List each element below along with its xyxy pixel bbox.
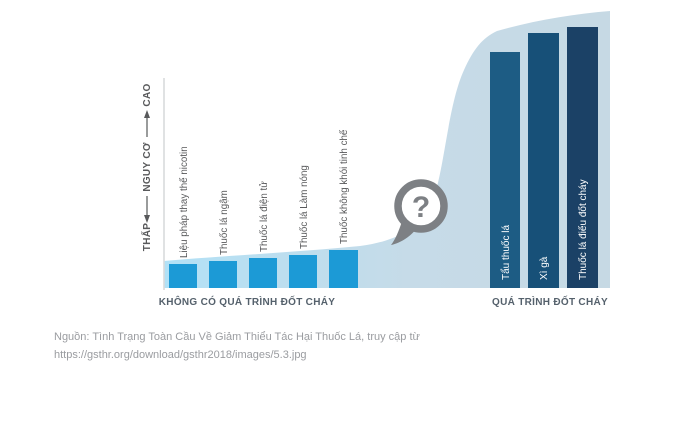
bar-ecigarette <box>249 258 277 288</box>
source-line-1: Nguồn: Tình Trạng Toàn Cầu Về Giảm Thiểu… <box>54 331 421 343</box>
y-axis-label: CAO NGUY CƠ THẤP <box>140 83 153 251</box>
bar-label: Thuốc lá điện tử <box>259 181 270 252</box>
bar-label: Thuốc lá điếu đốt cháy <box>577 179 589 280</box>
combustion-bars: Tẩu thuốc lá Xì gà Thuốc lá điếu đốt chá… <box>490 27 598 288</box>
caption-no-combustion: KHÔNG CÓ QUÁ TRÌNH ĐỐT CHÁY <box>159 294 335 308</box>
arrow-up-icon <box>144 110 150 137</box>
bar-nicotine-replacement <box>169 264 197 288</box>
non-combustion-bars: Liệu pháp thay thế nicotin Thuốc lá ngậm… <box>169 129 358 288</box>
source-line-2: https://gsthr.org/download/gsthr2018/ima… <box>54 349 307 361</box>
bar-label: Thuốc không khói tinh chế <box>339 129 350 244</box>
arrow-down-icon <box>144 196 150 223</box>
bar-heated-tobacco <box>289 255 317 288</box>
bar-pipe <box>490 52 520 288</box>
bar-refined-smokeless <box>329 250 358 288</box>
bar-label: Tẩu thuốc lá <box>500 225 512 280</box>
bar-snus <box>209 261 237 288</box>
y-axis-low-label: THẤP <box>140 223 153 251</box>
y-axis-high-label: CAO <box>142 83 153 106</box>
question-bubble-icon: ? <box>391 179 448 245</box>
caption-combustion: QUÁ TRÌNH ĐỐT CHÁY <box>492 294 608 308</box>
bar-label: Xì gà <box>539 256 550 280</box>
question-mark-glyph: ? <box>412 191 430 224</box>
bar-cigarette <box>567 27 598 288</box>
bar-cigar <box>528 33 559 288</box>
bar-label: Liệu pháp thay thế nicotin <box>179 146 190 258</box>
y-axis-title: NGUY CƠ <box>142 142 153 192</box>
bar-label: Thuốc lá ngậm <box>219 190 230 255</box>
bar-label: Thuốc lá Làm nóng <box>299 165 310 249</box>
